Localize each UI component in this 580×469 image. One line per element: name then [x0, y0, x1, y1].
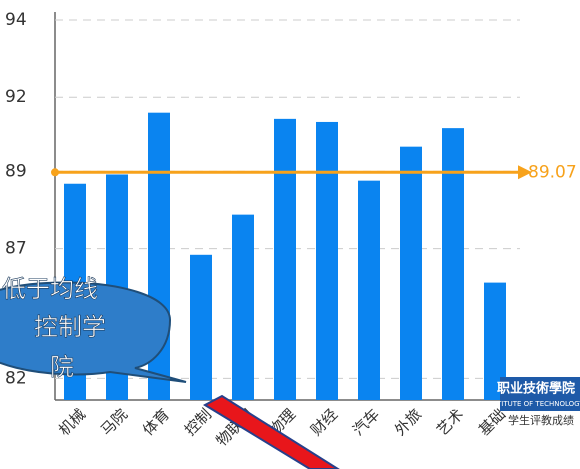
- callout: [0, 281, 187, 383]
- x-tick-label: 财经: [307, 405, 341, 439]
- logo-text: 职业技術學院: [497, 381, 575, 397]
- y-tick-label: 94: [5, 10, 27, 30]
- bar: [274, 118, 296, 400]
- bar: [358, 180, 380, 400]
- y-tick-label: 87: [5, 239, 27, 259]
- logo-subtitle: TITUTE OF TECHNOLOGY: [496, 400, 580, 408]
- x-tick-label: 外旅: [391, 405, 425, 439]
- x-tick-label: 马院: [97, 405, 131, 439]
- x-tick-label: 艺术: [433, 405, 467, 439]
- average-label: 89.07: [528, 162, 577, 182]
- x-tick-label: 机械: [55, 405, 89, 439]
- x-tick-label: 体育: [139, 405, 173, 439]
- callout-text: 控制学: [34, 313, 106, 341]
- x-tick-label: 汽车: [349, 405, 383, 439]
- y-tick-label: 82: [5, 368, 27, 388]
- bar: [442, 128, 464, 401]
- average-arrow: [518, 165, 532, 180]
- y-tick-label: 89: [5, 161, 27, 181]
- callout-text: 院: [50, 353, 74, 381]
- bar: [484, 282, 506, 400]
- x-tick-label: 控制: [181, 405, 215, 439]
- bar: [190, 254, 212, 400]
- red-arrow: [202, 394, 340, 469]
- logo-box: [500, 377, 580, 411]
- average-start: [51, 168, 59, 177]
- bar: [232, 214, 254, 400]
- y-tick-label: 92: [5, 87, 27, 107]
- caption: 学生评教成绩: [508, 413, 574, 427]
- bar: [316, 121, 338, 400]
- callout-text: 低于均线: [2, 275, 98, 303]
- bar: [400, 146, 422, 400]
